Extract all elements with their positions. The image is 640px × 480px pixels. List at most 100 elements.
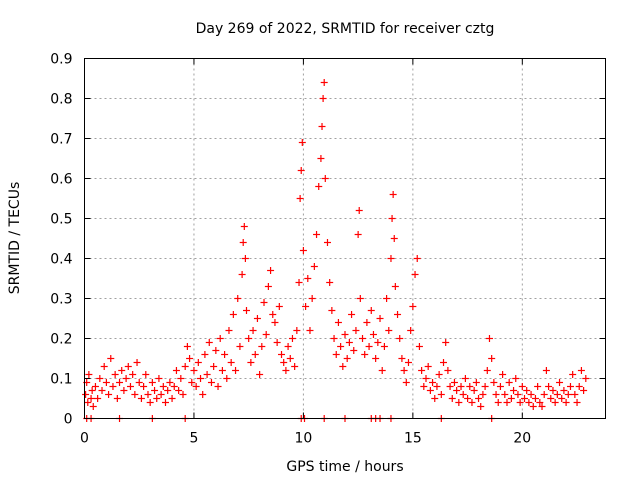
data-point — [258, 343, 266, 350]
y-tick-label: 0.3 — [50, 292, 72, 308]
data-point — [573, 399, 581, 406]
data-point — [87, 395, 95, 402]
data-point — [286, 355, 294, 362]
data-point — [352, 327, 360, 334]
data-point — [475, 395, 483, 402]
data-point — [144, 391, 152, 398]
data-point — [102, 379, 110, 386]
x-tick-label: 0 — [80, 431, 89, 447]
data-point — [236, 343, 244, 350]
data-point — [88, 387, 96, 394]
data-point — [308, 295, 316, 302]
data-point — [205, 339, 213, 346]
data-point — [82, 391, 90, 398]
data-point — [345, 339, 353, 346]
data-point — [227, 359, 235, 366]
data-point — [374, 339, 382, 346]
data-point — [172, 367, 180, 374]
data-point — [398, 355, 406, 362]
data-point — [275, 303, 283, 310]
data-point — [304, 275, 312, 282]
data-point — [186, 355, 194, 362]
data-point — [542, 367, 550, 374]
data-point — [124, 363, 132, 370]
y-tick-label: 0 — [64, 412, 73, 428]
data-point — [157, 391, 165, 398]
data-point — [297, 167, 305, 174]
data-point — [499, 371, 507, 378]
data-point — [378, 367, 386, 374]
data-point — [444, 367, 452, 374]
data-point — [359, 335, 367, 342]
data-point — [389, 191, 397, 198]
data-point — [350, 347, 358, 354]
data-point — [201, 351, 209, 358]
data-point — [212, 347, 220, 354]
data-point — [295, 279, 303, 286]
data-point — [296, 195, 304, 202]
data-point — [181, 363, 189, 370]
data-point — [577, 367, 585, 374]
data-point — [549, 387, 557, 394]
data-point — [192, 383, 200, 390]
data-point — [229, 311, 237, 318]
data-point — [166, 379, 174, 386]
data-point — [214, 383, 222, 390]
data-point — [280, 359, 288, 366]
x-tick-labels: 0 5 10 15 20 — [80, 431, 531, 447]
data-point — [298, 139, 306, 146]
data-point — [91, 383, 99, 390]
data-point — [582, 375, 590, 382]
data-point — [355, 207, 363, 214]
data-point — [413, 255, 421, 262]
data-point — [207, 379, 215, 386]
data-point — [133, 359, 141, 366]
y-tick-label: 0.8 — [50, 92, 72, 108]
data-point — [372, 355, 380, 362]
data-point — [556, 379, 564, 386]
data-point — [361, 351, 369, 358]
data-point — [159, 383, 167, 390]
data-point — [216, 335, 224, 342]
data-point — [146, 399, 154, 406]
data-point — [332, 351, 340, 358]
data-point — [424, 363, 432, 370]
y-tick-label: 0.4 — [50, 252, 72, 268]
data-point — [531, 395, 539, 402]
data-point — [306, 327, 314, 334]
data-point — [131, 391, 139, 398]
data-point — [330, 335, 338, 342]
data-point — [564, 391, 572, 398]
data-point — [505, 379, 513, 386]
data-point — [396, 335, 404, 342]
data-point — [100, 363, 108, 370]
data-point — [140, 383, 148, 390]
data-point — [376, 315, 384, 322]
data-point — [404, 359, 412, 366]
data-point — [253, 315, 261, 322]
data-point — [278, 351, 286, 358]
data-point — [400, 367, 408, 374]
data-point — [383, 295, 391, 302]
data-point — [89, 403, 97, 410]
data-point — [135, 379, 143, 386]
y-tick-label: 0.5 — [50, 212, 72, 228]
data-point — [341, 331, 349, 338]
data-point — [129, 371, 137, 378]
data-point — [466, 383, 474, 390]
data-point — [394, 311, 402, 318]
plot-frame — [84, 58, 606, 419]
data-point — [415, 343, 423, 350]
axis-ticks — [84, 58, 606, 419]
data-point — [291, 363, 299, 370]
data-point — [122, 375, 130, 382]
data-point — [241, 255, 249, 262]
data-point — [356, 295, 364, 302]
data-point — [107, 355, 115, 362]
data-point — [479, 391, 487, 398]
data-point — [534, 383, 542, 390]
data-point — [282, 367, 290, 374]
data-point — [518, 383, 526, 390]
data-point — [98, 387, 106, 394]
data-point — [339, 363, 347, 370]
